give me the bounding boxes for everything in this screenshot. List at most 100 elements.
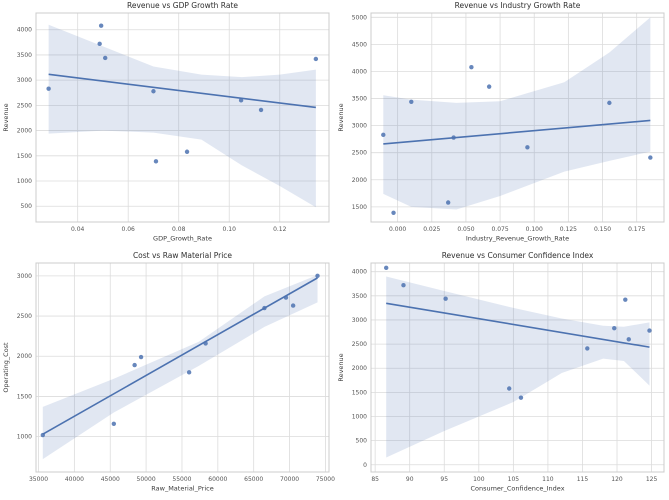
plot-border xyxy=(35,12,330,223)
scatter-point xyxy=(184,149,190,154)
cost-vs-raw-material-price-plot: 35000 40000 45000 50000 55000 60000 65000 70000… xyxy=(2,251,335,493)
scatter-point xyxy=(97,41,102,47)
axis-title: Revenue vs GDP Growth Rate xyxy=(127,1,238,10)
scatter-point xyxy=(111,421,117,426)
scatter-point xyxy=(468,64,474,70)
scatter-point xyxy=(390,210,396,215)
x-tick-label: 105 xyxy=(507,476,519,483)
x-tick-label: 50000 xyxy=(137,476,156,483)
y-tick-label: 1000 xyxy=(351,413,366,420)
x-axis-label: Industry_Revenue_Growth_Rate xyxy=(465,235,568,243)
x-axis-label: GDP_Growth_Rate xyxy=(153,235,212,243)
x-tick-label: 65000 xyxy=(244,476,263,483)
y-axis-label: Revenue xyxy=(337,353,345,381)
scatter-point xyxy=(283,295,289,300)
scatter-point xyxy=(611,325,616,331)
subplot-revenue-vs-industry-growth-rate: 0.000 0.025 0.050 0.075 0.100 0.125 0.150 0.175… xyxy=(335,0,669,250)
scatter-point xyxy=(186,370,192,375)
y-tick-label: 500 xyxy=(355,438,367,445)
x-tick-label: 0.150 xyxy=(593,226,610,233)
subplot-revenue-vs-consumer-confidence-index: 85 90 95 100 105 110 115 120 125 0 500 1000 1500 2000… xyxy=(335,250,669,500)
y-tick-label: 2500 xyxy=(17,102,32,109)
regression-line xyxy=(385,302,650,348)
y-tick-label: 4000 xyxy=(17,27,32,34)
y-tick-label: 1500 xyxy=(351,389,366,396)
y-tick-label: 1000 xyxy=(17,178,32,185)
confidence-band xyxy=(42,275,318,460)
scatter-point xyxy=(506,386,511,391)
scatter-point xyxy=(646,328,652,333)
scatter-point xyxy=(98,23,104,28)
plot-border xyxy=(35,262,330,473)
scatter-point xyxy=(203,341,208,346)
y-tick-label: 2000 xyxy=(351,365,366,372)
y-tick-label: 1500 xyxy=(17,153,32,160)
y-tick-label: 3000 xyxy=(351,123,366,130)
scatter-point xyxy=(450,135,456,140)
scatter-point xyxy=(647,155,653,160)
y-tick-label: 1500 xyxy=(17,393,32,400)
x-tick-label: 0.175 xyxy=(628,226,645,233)
y-tick-label: 3500 xyxy=(351,293,366,300)
scatter-point xyxy=(132,362,137,368)
x-tick-label: 0.100 xyxy=(525,226,542,233)
y-axis-label: Operating_Cost xyxy=(2,342,10,393)
y-tick-label: 4500 xyxy=(351,41,366,48)
y-tick-label: 2000 xyxy=(17,353,32,360)
x-tick-label: 0.050 xyxy=(457,226,474,233)
y-tick-label: 1500 xyxy=(351,204,366,211)
y-tick-label: 2000 xyxy=(17,128,32,135)
scatter-point xyxy=(408,99,413,104)
scatter-point xyxy=(400,283,406,288)
x-tick-label: 0.12 xyxy=(273,226,287,233)
scatter-point xyxy=(153,159,159,164)
scatter-point xyxy=(524,145,530,150)
y-tick-label: 4000 xyxy=(351,269,366,276)
y-tick-label: 0 xyxy=(363,462,367,469)
scatter-point xyxy=(258,107,264,113)
x-tick-label: 0.025 xyxy=(423,226,440,233)
x-tick-label: 0.04 xyxy=(71,226,85,233)
scatter-point xyxy=(606,100,612,106)
subplot-cost-vs-raw-material-price: 35000 40000 45000 50000 55000 60000 65000 70000… xyxy=(0,250,335,500)
x-tick-label: 115 xyxy=(576,476,588,483)
axis-title: Revenue vs Industry Growth Rate xyxy=(454,1,580,10)
x-tick-label: 0.075 xyxy=(491,226,508,233)
scatter-point xyxy=(486,84,491,89)
x-tick-label: 0.08 xyxy=(172,226,186,233)
scatter-point xyxy=(315,273,320,279)
scatter-point xyxy=(518,395,523,400)
scatter-point xyxy=(40,432,46,438)
axis-title: Revenue vs Consumer Confidence Index xyxy=(441,251,593,260)
y-axis-label: Revenue xyxy=(2,103,10,131)
confidence-band xyxy=(382,17,650,210)
scatter-point xyxy=(290,303,296,308)
x-tick-label: 0.125 xyxy=(559,226,576,233)
scatter-point xyxy=(380,132,385,138)
revenue-vs-industry-growth-rate-plot: 0.000 0.025 0.050 0.075 0.100 0.125 0.150 0.175… xyxy=(337,1,664,243)
regression-line xyxy=(382,119,650,145)
y-tick-label: 1000 xyxy=(17,434,32,441)
x-tick-label: 110 xyxy=(542,476,554,483)
x-tick-label: 60000 xyxy=(208,476,227,483)
scatter-point xyxy=(151,89,156,94)
scatter-point xyxy=(622,297,628,302)
y-tick-label: 5000 xyxy=(351,14,366,21)
scatter-point xyxy=(138,354,144,360)
scatter-point xyxy=(442,296,448,301)
x-tick-label: 95 xyxy=(440,476,448,483)
plot-border xyxy=(370,12,664,223)
scatter-point xyxy=(103,55,108,61)
x-tick-label: 35000 xyxy=(29,476,48,483)
x-tick-label: 125 xyxy=(645,476,657,483)
y-tick-label: 2500 xyxy=(351,341,366,348)
x-tick-label: 55000 xyxy=(172,476,191,483)
x-tick-label: 0.06 xyxy=(122,226,136,233)
scatter-point xyxy=(46,86,51,91)
y-tick-label: 3500 xyxy=(17,52,32,59)
x-tick-label: 75000 xyxy=(316,476,335,483)
scatter-point xyxy=(313,56,319,62)
scatter-point xyxy=(584,346,589,351)
plot-border xyxy=(370,262,664,473)
